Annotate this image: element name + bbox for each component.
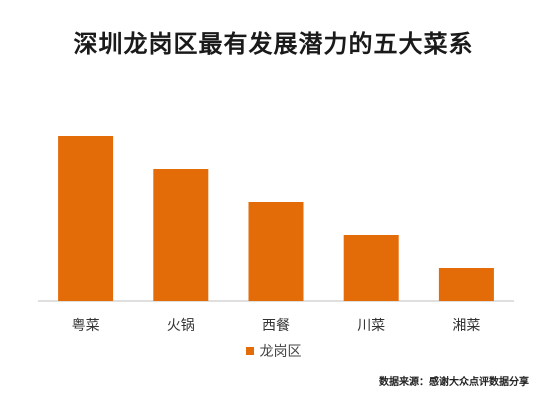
source-note: 数据来源：感谢大众点评数据分享: [379, 377, 529, 388]
x-tick-label: 粤菜: [72, 318, 100, 334]
legend-label: 龙岗区: [259, 344, 302, 360]
x-tick-labels: 粤菜 火锅 西餐 川菜 湘菜: [72, 318, 481, 334]
x-tick-label: 西餐: [262, 318, 290, 334]
bar-3: [248, 202, 304, 301]
bar-4: [343, 235, 399, 301]
bar-2: [153, 169, 209, 301]
bar-1: [58, 136, 114, 301]
x-tick-label: 川菜: [357, 318, 385, 334]
x-tick-label: 湘菜: [452, 318, 480, 334]
bars-group: [58, 136, 494, 301]
x-tick-label: 火锅: [167, 318, 195, 334]
legend-swatch: [245, 347, 254, 355]
legend: 龙岗区: [0, 341, 547, 361]
chart-title: 深圳龙岗区最有发展潜力的五大菜系: [73, 30, 474, 58]
bar-5: [438, 268, 494, 301]
